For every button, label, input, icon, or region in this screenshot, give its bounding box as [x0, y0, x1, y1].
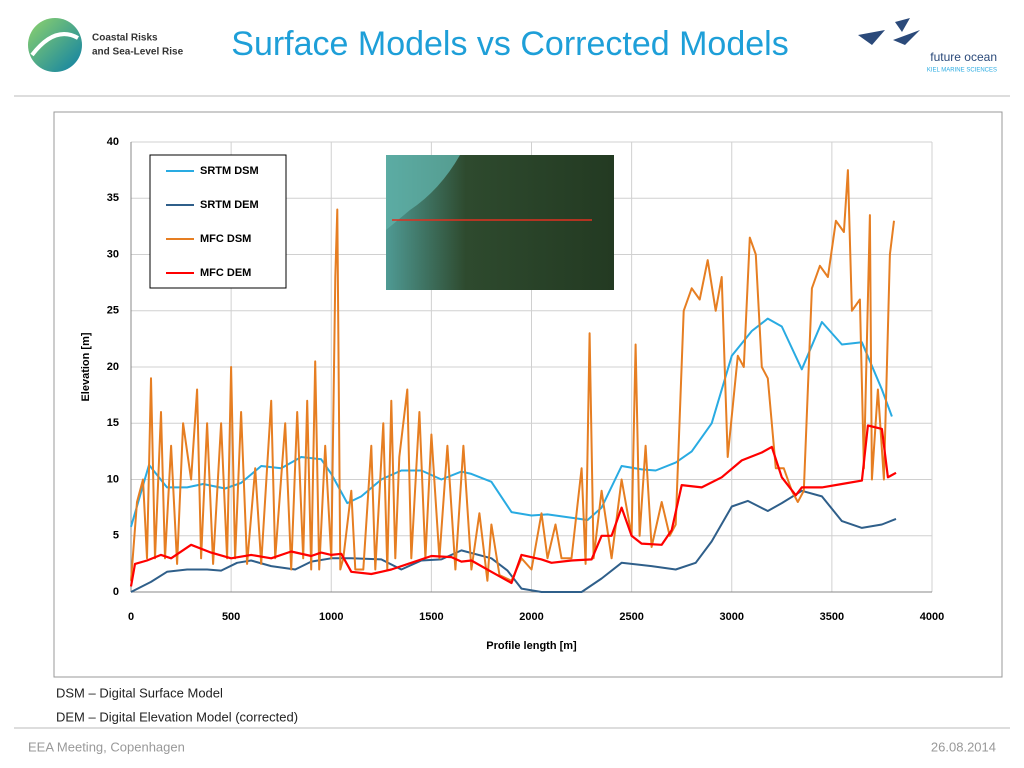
logo-text: Coastal Risks — [92, 33, 158, 44]
x-tick-label: 500 — [222, 611, 240, 623]
footer-right: 26.08.2014 — [931, 739, 996, 754]
y-tick-label: 15 — [107, 417, 119, 429]
y-tick-label: 30 — [107, 248, 119, 260]
legend-label: MFC DSM — [200, 233, 251, 245]
x-tick-label: 2000 — [519, 611, 543, 623]
x-tick-label: 3000 — [720, 611, 744, 623]
series-line — [130, 169, 895, 582]
legend — [149, 154, 287, 289]
legend-label: SRTM DEM — [200, 199, 259, 211]
legend-label: MFC DEM — [200, 267, 251, 279]
slide-title: Surface Models vs Corrected Models — [231, 25, 788, 63]
y-tick-label: 10 — [107, 473, 119, 485]
inset-sea — [386, 155, 460, 230]
y-axis-label: Elevation [m] — [80, 332, 92, 401]
logo — [28, 18, 82, 72]
legend-label: SRTM DSM — [200, 165, 259, 177]
y-tick-label: 5 — [113, 530, 119, 542]
series-line — [130, 317, 893, 528]
note: DSM – Digital Surface Model — [56, 685, 223, 700]
x-axis-label: Profile length [m] — [486, 640, 577, 652]
y-tick-label: 35 — [107, 192, 119, 204]
x-tick-label: 4000 — [920, 611, 944, 623]
y-tick-label: 20 — [107, 361, 119, 373]
logo-text: and Sea-Level Rise — [92, 47, 184, 58]
x-tick-label: 2500 — [619, 611, 643, 623]
footer-left: EEA Meeting, Copenhagen — [28, 739, 185, 754]
y-tick-label: 0 — [113, 586, 119, 598]
series-line — [129, 424, 897, 587]
x-tick-label: 0 — [128, 611, 134, 623]
partner-sub: KIEL MARINE SCIENCES — [927, 68, 997, 74]
x-tick-label: 1000 — [319, 611, 343, 623]
y-tick-label: 25 — [107, 305, 119, 317]
partner-logo — [858, 18, 920, 45]
series-line — [130, 489, 897, 593]
x-tick-label: 1500 — [419, 611, 443, 623]
y-tick-label: 40 — [107, 136, 119, 148]
note: DEM – Digital Elevation Model (corrected… — [56, 709, 298, 724]
partner-name: future ocean — [930, 50, 997, 64]
logo-wave — [30, 32, 79, 57]
x-tick-label: 3500 — [820, 611, 844, 623]
